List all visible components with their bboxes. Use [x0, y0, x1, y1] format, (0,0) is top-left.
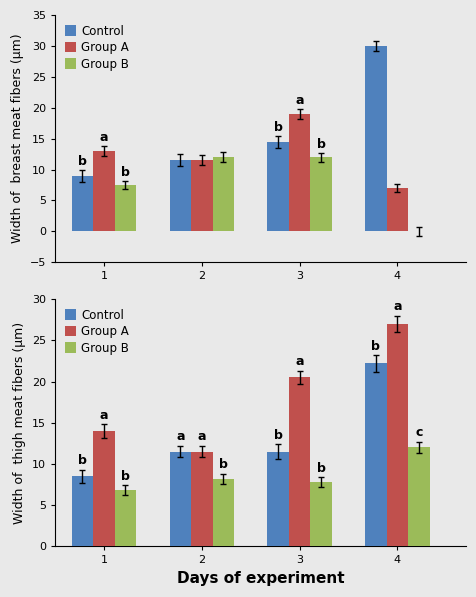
Text: a: a — [99, 131, 108, 144]
Text: c: c — [415, 426, 422, 439]
Bar — [310, 157, 331, 232]
Bar — [71, 176, 93, 232]
Bar — [93, 151, 115, 232]
Y-axis label: Width of  breast meat fibers (μm): Width of breast meat fibers (μm) — [11, 34, 24, 244]
Text: a: a — [176, 430, 184, 444]
Bar — [190, 451, 212, 546]
Bar — [71, 476, 93, 546]
Bar — [212, 157, 234, 232]
Legend: Control, Group A, Group B: Control, Group A, Group B — [61, 305, 132, 358]
Bar — [288, 114, 310, 232]
Text: b: b — [121, 470, 129, 483]
Text: a: a — [295, 94, 303, 107]
Bar — [407, 447, 429, 546]
Legend: Control, Group A, Group B: Control, Group A, Group B — [61, 21, 132, 74]
Text: b: b — [218, 458, 227, 472]
Text: b: b — [121, 166, 129, 179]
Text: a: a — [99, 409, 108, 422]
Bar — [364, 46, 386, 232]
Bar — [386, 324, 407, 546]
Text: b: b — [273, 121, 282, 134]
Text: b: b — [316, 461, 325, 475]
Bar — [115, 185, 136, 232]
Text: b: b — [78, 454, 87, 467]
Text: a: a — [295, 355, 303, 368]
Y-axis label: Width of  thigh meat fibers (μm): Width of thigh meat fibers (μm) — [13, 322, 26, 524]
Text: b: b — [316, 138, 325, 151]
Bar — [115, 490, 136, 546]
Bar — [288, 377, 310, 546]
Text: a: a — [197, 430, 206, 444]
Bar — [364, 364, 386, 546]
Text: b: b — [273, 429, 282, 442]
Text: a: a — [392, 300, 401, 313]
Bar — [310, 482, 331, 546]
Bar — [169, 451, 190, 546]
Bar — [267, 141, 288, 232]
Text: b: b — [78, 155, 87, 168]
Text: b: b — [371, 340, 379, 353]
Bar — [212, 479, 234, 546]
Bar — [169, 161, 190, 232]
X-axis label: Days of experiment: Days of experiment — [176, 571, 344, 586]
Bar — [93, 431, 115, 546]
Bar — [190, 161, 212, 232]
Bar — [386, 188, 407, 232]
Bar — [267, 451, 288, 546]
